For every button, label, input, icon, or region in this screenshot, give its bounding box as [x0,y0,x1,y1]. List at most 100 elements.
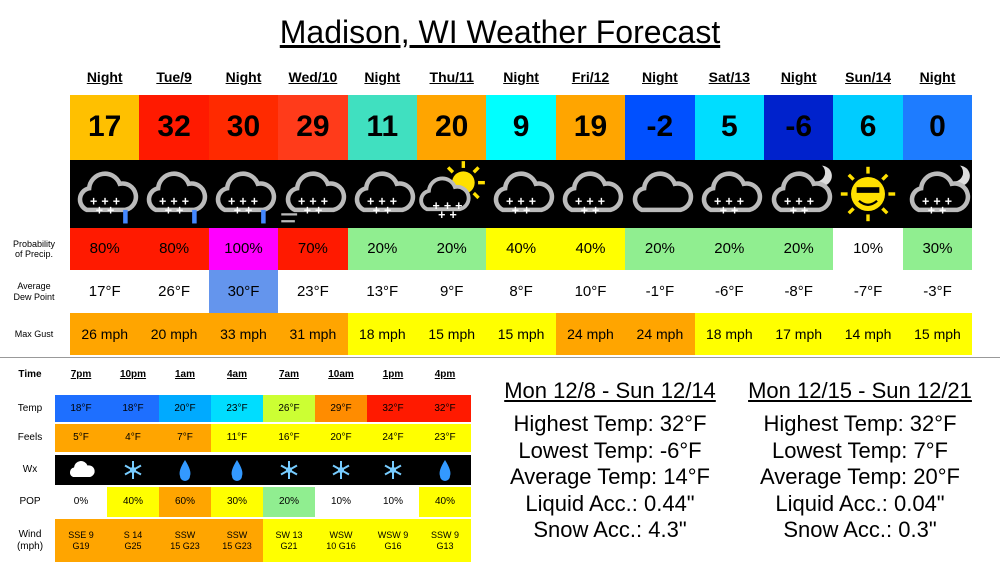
gust-cell: 14 mph [833,313,903,355]
icon-text: + [229,194,236,208]
icon-text: + [517,194,524,208]
icon-svg [632,171,694,213]
icon-text: + [234,203,241,217]
hourly-pop: 30% [211,487,263,517]
icon-path [77,171,138,213]
hourly-pop: 10% [367,487,419,517]
hourly-feels: 7°F [159,424,211,452]
icon-svg: + + ++ + [355,171,416,217]
icon-text: + [581,203,588,217]
hourly-wind: SW 13 G21 [263,519,315,562]
icon-text: + [95,203,102,217]
precip-cell: 40% [555,228,626,270]
icon-text: + [321,194,328,208]
icon-text: + [304,203,311,217]
hourly-icon [315,455,367,485]
page-title: Madison, WI Weather Forecast [279,13,721,50]
summary-line: Average Temp: 14°F [510,464,710,490]
icon-line [446,166,454,174]
icon-path [632,171,694,213]
precip-cell: 30% [902,228,973,270]
hourly-feels: 11°F [211,424,263,452]
dew-cell: -1°F [625,270,695,313]
icon-svg: + + ++ + [281,171,347,223]
weather-icon: + + + + + [347,160,417,228]
hourly-pop: 40% [419,487,471,517]
period-header: Sun/14 [845,68,892,85]
gust-cell: 20 mph [139,313,209,355]
dew-cell: -3°F [902,270,973,313]
time-header: 1am [174,369,195,381]
period-header: Night [503,68,539,85]
icon-text: + [246,203,253,217]
icon-text: + [795,194,802,208]
hourly-temp: 18°F [107,395,159,422]
gust-cell: 31 mph [278,313,348,355]
icon-text: + [298,194,305,208]
period-header: Night [919,68,956,85]
divider [0,357,1000,358]
icon-path [439,460,451,481]
icon-path [702,171,763,213]
icon-svg: + + ++ + [418,161,485,222]
weather-icon: + + + + + [208,160,279,228]
icon-svg: + + ++ + [771,163,832,217]
icon-text: + [923,194,930,208]
text-line: G21 [280,540,298,551]
icon-text: + [593,203,600,217]
icon-text: + [598,194,605,208]
text-line: SSW 9 [430,530,459,541]
icon-text: + [390,194,397,208]
hourly-wind: WSW 9 G16 [367,519,419,562]
precip-cell: 20% [694,228,764,270]
icon-svg [179,460,191,481]
icon-text: + [90,194,97,208]
dew-cell: 26°F [139,270,209,313]
icon-text: + [107,203,114,217]
weather-icon: + + + + + [694,160,764,228]
gust-cell: 17 mph [764,313,834,355]
hourly-temp: 26°F [263,395,315,422]
text-line: SSW [174,530,196,541]
temp-cell: 0 [902,95,973,160]
icon-svg [840,166,896,222]
dew-cell: 30°F [208,270,279,313]
text-line: SSE 9 [68,530,94,541]
icon-path [493,171,555,213]
gust-cell: 15 mph [417,313,487,355]
hourly-temp: 32°F [367,395,419,422]
hourly-pop: 0% [55,487,107,517]
icon-svg [124,461,142,479]
icon-text: + [720,203,727,217]
summary-line: Highest Temp: 32°F [513,411,707,437]
hourly-icon [367,455,419,485]
icon-text: + [529,194,536,208]
row-label: Wx [5,455,55,485]
temp-cell: 11 [347,95,417,160]
text-line: SW 13 [275,530,303,541]
text-line: Probability [12,238,56,249]
icon-svg: + + ++ + [563,171,624,217]
icon-text: + [176,203,183,217]
icon-text: + [251,194,258,208]
icon-circle [338,467,344,473]
hourly-wind: SSW 15 G23 [159,519,211,562]
time-header: 1pm [382,369,404,381]
row-label: Wind (mph) [5,519,55,562]
icon-text: + [928,203,935,217]
hourly-pop: 60% [159,487,211,517]
time-header: 4pm [434,369,456,381]
hourly-temp: 20°F [159,395,211,422]
summary-heading: Mon 12/15 - Sun 12/21 [748,378,972,404]
time-header: 7am [278,369,299,381]
weather-icon: + + + + + [417,160,487,228]
temp-cell: 29 [278,95,348,160]
hourly-feels: 16°F [263,424,315,452]
temp-cell: 9 [486,95,556,160]
text-line: WSW [329,530,353,541]
hourly-wind: WSW 10 G16 [315,519,367,562]
temp-cell: 30 [208,95,279,160]
text-line: G19 [72,540,90,551]
icon-svg: + + ++ + [77,171,138,224]
weather-icon: + + + + + [70,160,140,228]
